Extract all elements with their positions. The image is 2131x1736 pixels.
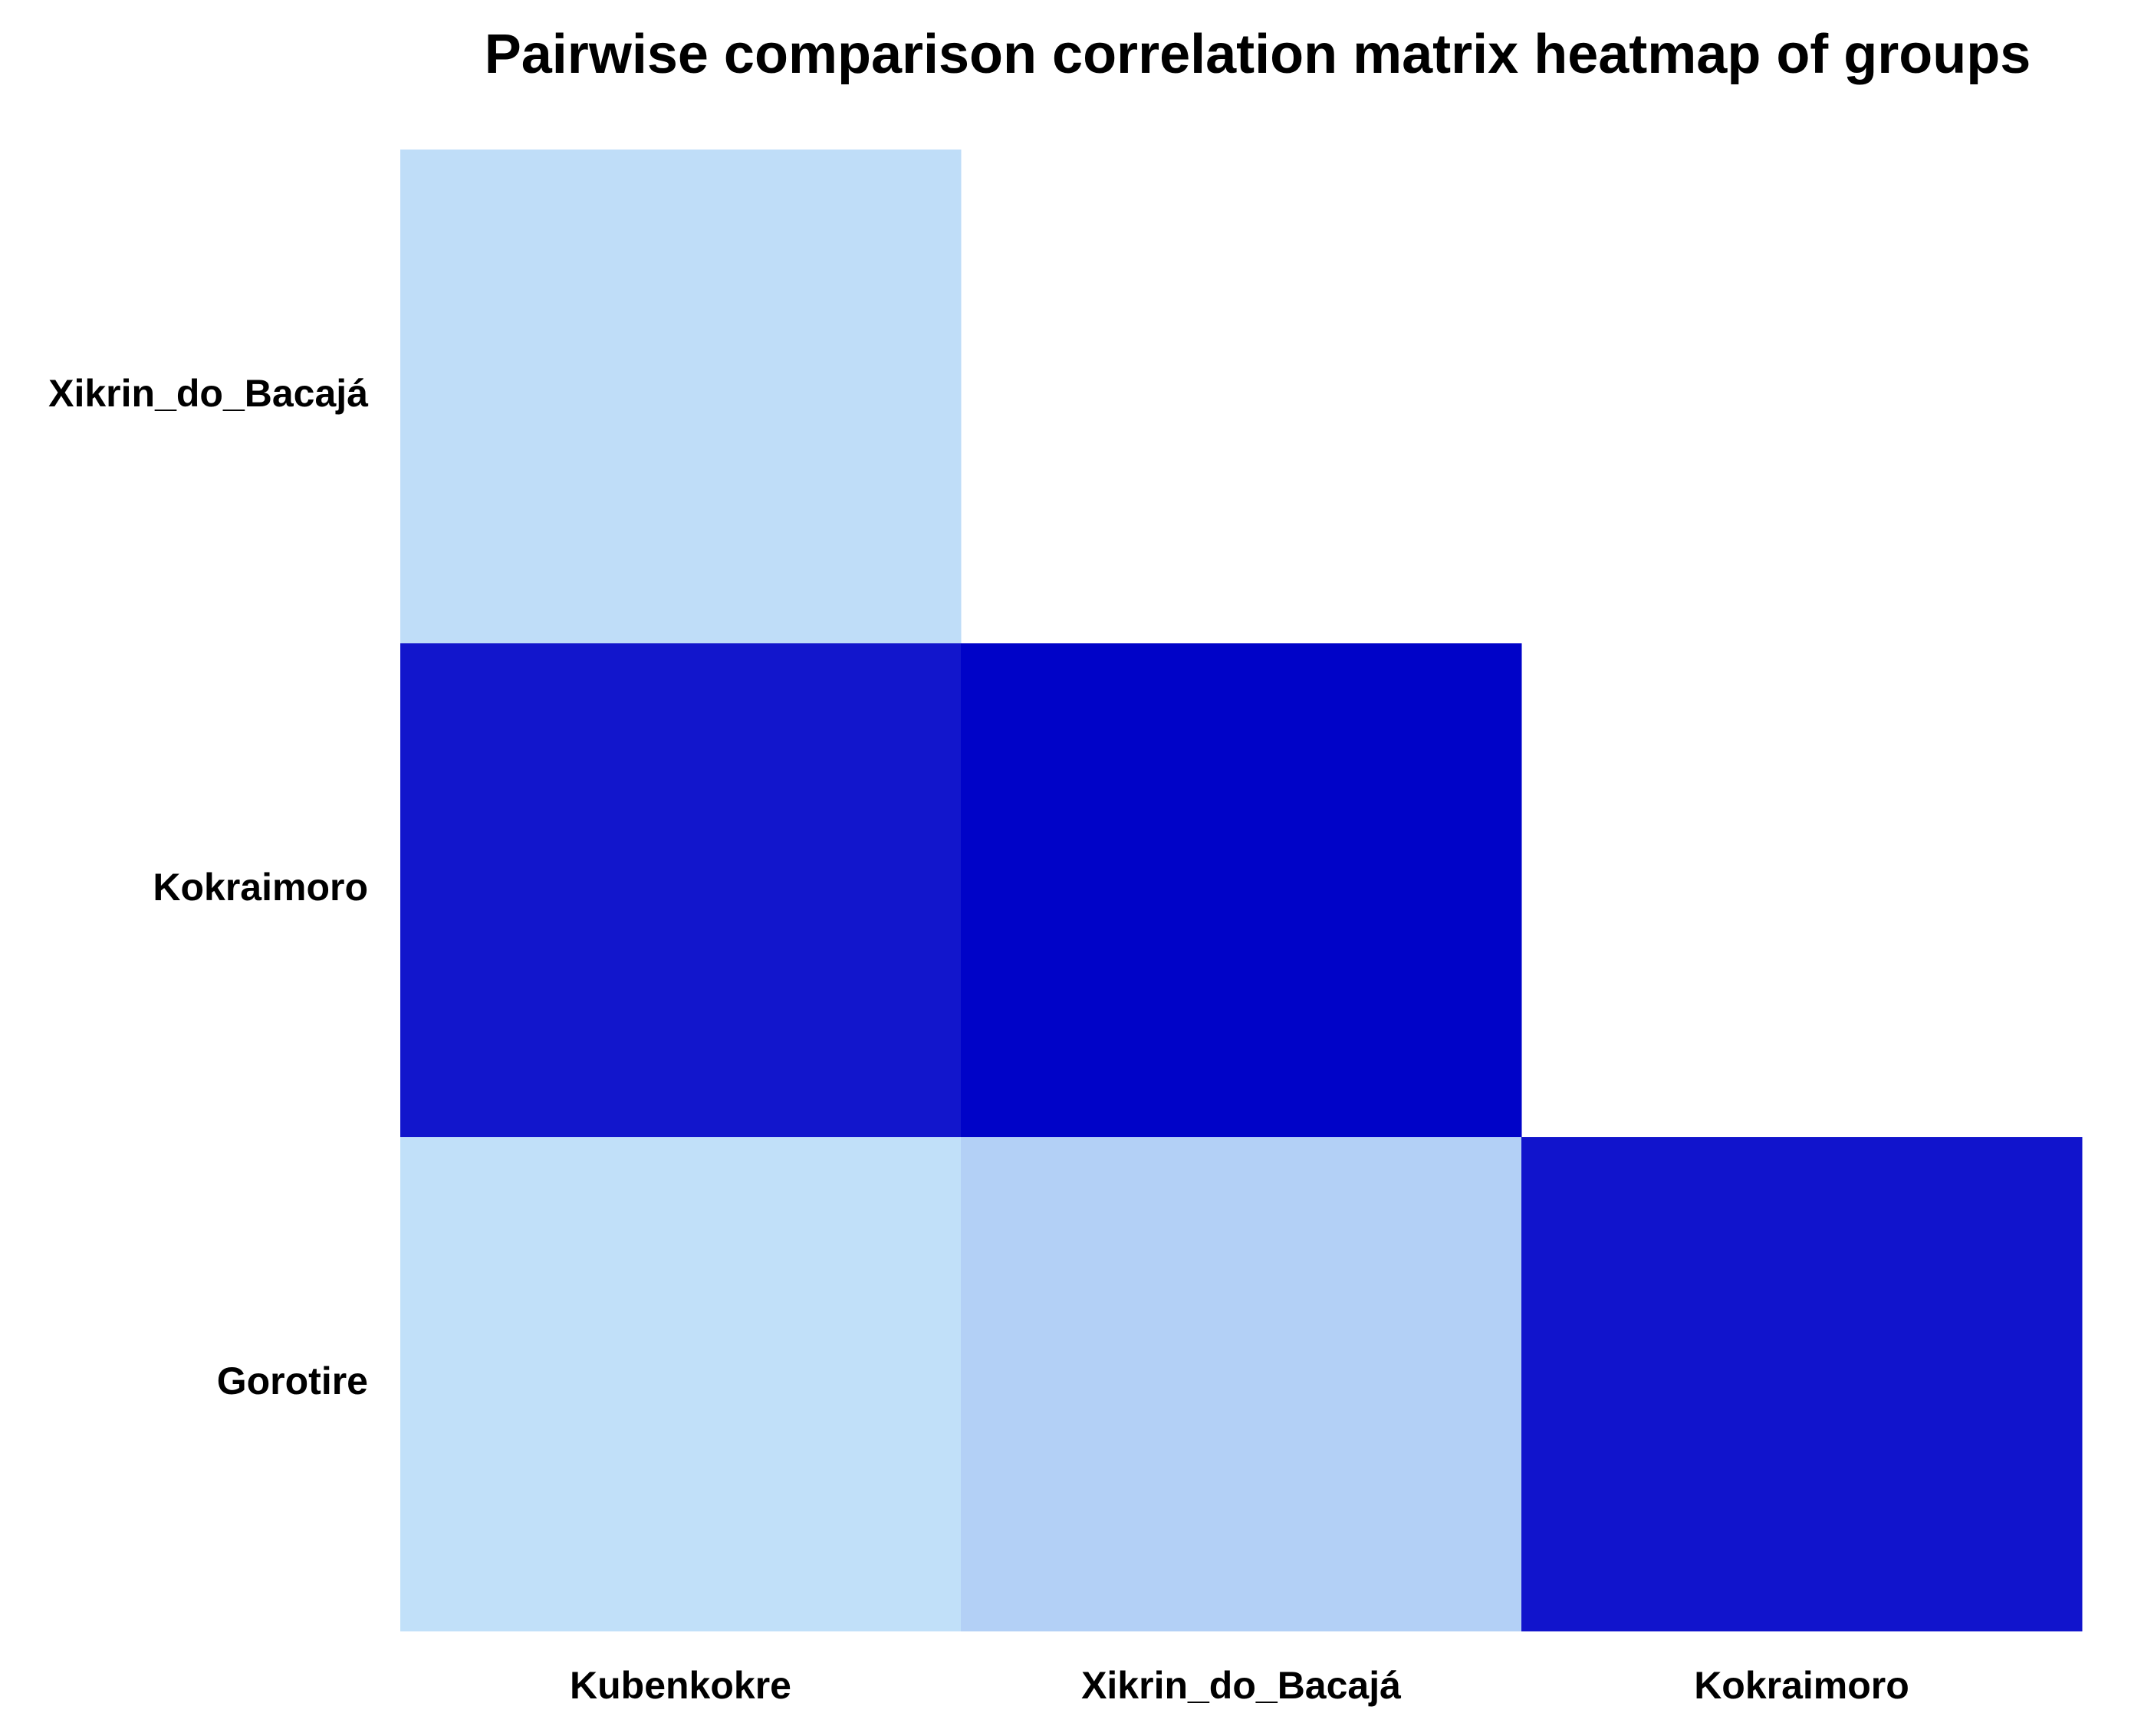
chart-title: Pairwise comparison correlation matrix h… [485,24,2031,85]
y-tick-label-kokraimoro: Kokraimoro [153,866,368,909]
x-tick-label-kubenkokre: Kubenkokre [570,1664,791,1707]
heatmap-cells [400,150,2083,1632]
x-tick-label-xikrin-do-bacaj: Xikrin_do_Bacajá [1081,1664,1401,1707]
x-tick-label-kokraimoro: Kokraimoro [1694,1664,1909,1707]
heatmap-cell-xikrin-do-bacaj-kubenkokre [400,150,962,644]
heatmap-cell-gorotire-kubenkokre [400,1137,962,1632]
heatmap-cell-gorotire-kokraimoro [1521,1137,2083,1632]
y-axis-tick-labels: Xikrin_do_Bacajá Kokraimoro Gorotire [48,372,368,1402]
x-axis-tick-labels: Kubenkokre Xikrin_do_Bacajá Kokraimoro [570,1664,1909,1707]
heatmap-cell-kokraimoro-kubenkokre [400,643,962,1138]
y-tick-label-xikrin-do-bacaj: Xikrin_do_Bacajá [48,372,368,415]
heatmap-cell-gorotire-xikrin-do-bacaj [961,1137,1522,1632]
y-tick-label-gorotire: Gorotire [217,1360,368,1402]
heatmap-cell-kokraimoro-xikrin-do-bacaj [961,643,1522,1138]
